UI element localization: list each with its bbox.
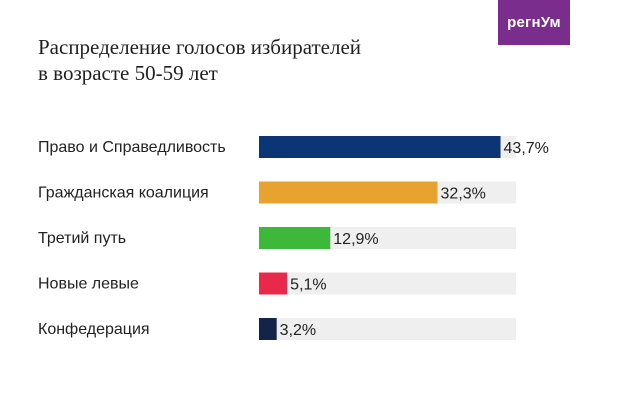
category-label: Третий путь [38, 230, 126, 247]
bar [259, 318, 277, 340]
chart-title-line-2: в возрасте 50-59 лет [38, 61, 218, 85]
bar-row: Гражданская коалиция 32,3% [38, 181, 516, 204]
bar [259, 227, 331, 249]
bar [259, 181, 438, 204]
value-label: 3,2% [280, 322, 316, 339]
category-label: Право и Справедливость [38, 139, 226, 156]
category-label: Новые левые [38, 276, 139, 293]
bar-row: Третий путь 12,9% [38, 227, 516, 249]
category-label: Гражданская коалиция [38, 185, 209, 202]
value-label: 43,7% [504, 140, 549, 157]
bar-row: Новые левые 5,1% [38, 272, 516, 295]
bar-row: Право и Справедливость 43,7% [38, 136, 549, 158]
bar [259, 272, 288, 295]
bar-track [259, 318, 516, 340]
value-label: 12,9% [333, 231, 378, 248]
value-label: 32,3% [441, 186, 486, 203]
category-label: Конфедерация [38, 321, 150, 338]
value-label: 5,1% [290, 277, 326, 294]
chart-title: Распределение голосов избирателей в возр… [38, 34, 361, 86]
regnum-logo[interactable]: регнУм [498, 0, 570, 45]
bar-row: Конфедерация 3,2% [38, 318, 516, 340]
logo-text: регнУм [507, 14, 561, 31]
chart-title-line-1: Распределение голосов избирателей [38, 35, 362, 59]
bar-track [259, 272, 516, 295]
bar [259, 136, 501, 158]
